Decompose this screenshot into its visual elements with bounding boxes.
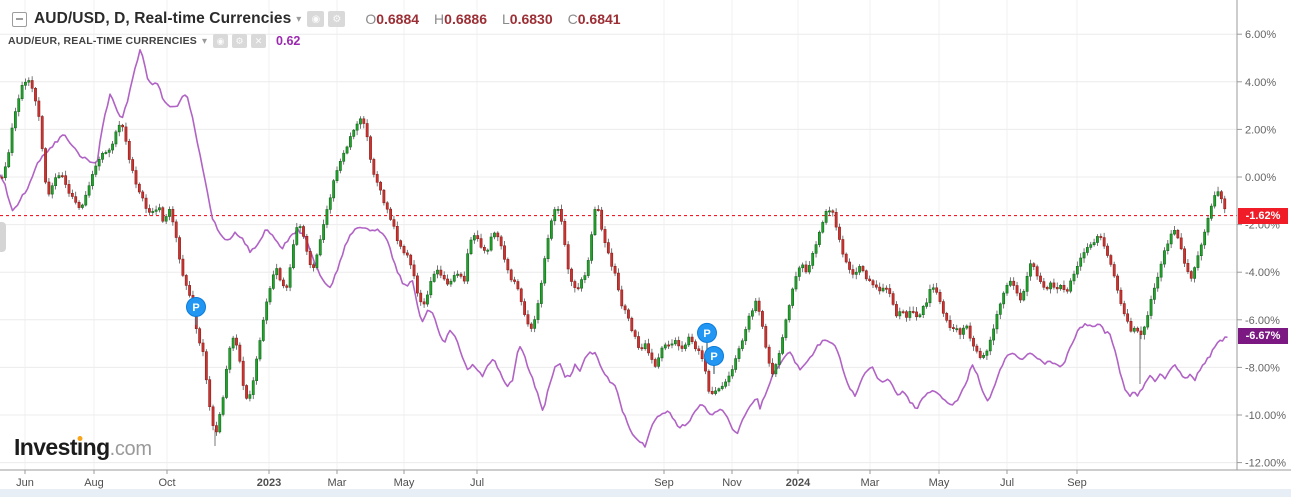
y-axis-label: -8.00% bbox=[1245, 362, 1280, 374]
close-label: C bbox=[567, 11, 578, 27]
close-icon[interactable]: ✕ bbox=[251, 34, 267, 48]
time-axis[interactable]: Jun Aug Oct 2023 Mar May Jul Sep Nov 2024 Mar May Ju… bbox=[16, 470, 1087, 489]
y-axis-label: 6.00% bbox=[1245, 29, 1276, 41]
open-label: O bbox=[365, 11, 377, 27]
x-axis-label: Oct bbox=[158, 477, 175, 489]
x-axis-label: Jul bbox=[470, 477, 484, 489]
candle-bodies[interactable] bbox=[0, 80, 1227, 433]
position-marker[interactable]: P bbox=[704, 345, 724, 374]
x-axis-label: Nov bbox=[722, 477, 742, 489]
high-label: H bbox=[434, 11, 445, 27]
y-axis-label: -6.00% bbox=[1245, 315, 1280, 327]
high-value: 0.6886 bbox=[444, 11, 487, 27]
close-value: 0.6841 bbox=[577, 11, 621, 27]
logo-suffix: .com bbox=[109, 438, 152, 460]
svg-text:P: P bbox=[192, 302, 199, 314]
overlay-series-title[interactable]: AUD/EUR, REAL-TIME CURRENCIES bbox=[8, 35, 197, 47]
logo-text: Invest bbox=[14, 434, 77, 460]
investing-com-logo[interactable]: Investing.com bbox=[14, 434, 152, 460]
price-axis[interactable]: 6.00%4.00%2.00%0.00%-2.00%-4.00%-6.00%-8… bbox=[1237, 29, 1286, 470]
eye-icon[interactable]: ◉ bbox=[307, 11, 325, 27]
legend-overlay-series: AUD/EUR, REAL-TIME CURRENCIES ▾ ◉ ⚙ ✕ 0.… bbox=[8, 33, 300, 49]
collapse-icon[interactable] bbox=[12, 11, 27, 27]
candle-wicks bbox=[1, 76, 1226, 446]
x-axis-label: May bbox=[929, 477, 950, 489]
main-series-title[interactable]: AUD/USD, D, Real-time Currencies bbox=[34, 10, 292, 27]
gridlines bbox=[0, 0, 1237, 470]
overlay-series-value: 0.62 bbox=[276, 34, 301, 48]
x-axis-label: Sep bbox=[654, 477, 674, 489]
svg-text:P: P bbox=[710, 351, 717, 363]
svg-text:P: P bbox=[703, 328, 710, 340]
x-axis-label: Aug bbox=[84, 477, 104, 489]
y-axis-label: 4.00% bbox=[1245, 77, 1276, 89]
y-axis-label: -12.00% bbox=[1245, 458, 1286, 470]
low-value: 0.6830 bbox=[509, 11, 553, 27]
x-axis-label: Jul bbox=[1000, 477, 1014, 489]
gear-icon[interactable]: ⚙ bbox=[328, 11, 346, 27]
x-axis-label: May bbox=[394, 477, 415, 489]
gear-icon[interactable]: ⚙ bbox=[232, 34, 248, 48]
ohlc-values: O0.6884 H0.6886 L0.6830 C0.6841 bbox=[365, 11, 635, 27]
x-axis-label: Mar bbox=[861, 477, 880, 489]
drawing-toolbar-handle[interactable] bbox=[0, 222, 6, 252]
y-axis-label: 0.00% bbox=[1245, 172, 1276, 184]
logo-orange-dot-i: i bbox=[76, 434, 83, 460]
low-label: L bbox=[502, 11, 510, 27]
x-axis-label: Jun bbox=[16, 477, 34, 489]
bottom-strip bbox=[0, 489, 1291, 497]
position-marker[interactable]: P bbox=[697, 322, 717, 351]
eye-icon[interactable]: ◉ bbox=[213, 34, 229, 48]
last-price-badge-audusd: -1.62% bbox=[1238, 207, 1288, 224]
chevron-down-icon[interactable]: ▾ bbox=[296, 13, 302, 25]
x-axis-label: 2024 bbox=[786, 477, 811, 489]
y-axis-label: 2.00% bbox=[1245, 124, 1276, 136]
x-axis-label: 2023 bbox=[257, 477, 281, 489]
open-value: 0.6884 bbox=[376, 11, 420, 27]
last-price-badge-audeur: -6.67% bbox=[1238, 327, 1288, 344]
position-marker[interactable]: P bbox=[186, 296, 206, 325]
chevron-down-icon[interactable]: ▾ bbox=[201, 35, 208, 47]
y-axis-label: -4.00% bbox=[1245, 267, 1280, 279]
audeur-line-series[interactable] bbox=[0, 49, 1228, 448]
x-axis-label: Mar bbox=[328, 477, 347, 489]
y-axis-label: -10.00% bbox=[1245, 410, 1286, 422]
legend-main-series: AUD/USD, D, Real-time Currencies ▾ ◉ ⚙ O… bbox=[12, 8, 636, 30]
x-axis-label: Sep bbox=[1067, 477, 1087, 489]
